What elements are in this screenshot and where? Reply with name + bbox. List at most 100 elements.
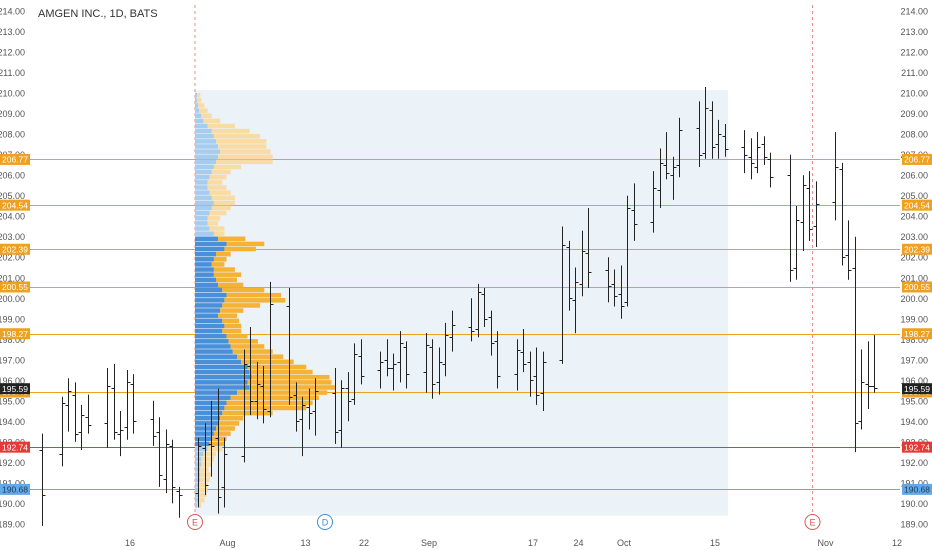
right-axis-tick-label: 212.00 — [900, 48, 928, 58]
volume-profile-up-bar — [195, 190, 210, 195]
time-axis: 16Aug1322Sep1724Oct15Nov1221 — [125, 538, 902, 548]
volume-profile-down-bar — [222, 328, 242, 334]
event-marker-letter: E — [809, 518, 815, 528]
price-tag-background — [0, 153, 30, 165]
price-tag-label: 198.27 — [2, 329, 28, 339]
volume-profile-up-bar — [195, 236, 219, 242]
price-tag-background — [902, 383, 932, 395]
ohlc-bar — [488, 310, 495, 356]
volume-profile-down-bar — [203, 118, 221, 124]
left-axis-tick-label: 199.00 — [0, 314, 25, 324]
volume-profile-up-bar — [195, 118, 204, 124]
volume-profile-down-bar — [224, 323, 242, 329]
left-axis-tick-label: 194.00 — [0, 417, 25, 427]
ohlc-bar — [475, 283, 482, 338]
ohlc-bar — [696, 101, 703, 168]
ohlc-bar — [650, 171, 657, 233]
ohlc-bar — [585, 208, 592, 289]
volume-profile-up-bar — [195, 415, 221, 421]
volume-profile-down-bar — [226, 292, 282, 298]
volume-profile-up-bar — [195, 159, 216, 165]
volume-profile-down-bar — [241, 359, 294, 365]
volume-profile-down-bar — [199, 482, 208, 488]
left-axis-tick-label: 195.00 — [0, 396, 25, 406]
ohlc-bar — [117, 411, 124, 457]
ohlc-bars — [39, 87, 878, 526]
ohlc-bar — [436, 347, 443, 395]
price-tag-label: 200.55 — [904, 282, 930, 292]
volume-profile-up-bar — [195, 154, 219, 160]
right-axis-tick-label: 204.00 — [900, 212, 928, 222]
ohlc-bar — [754, 132, 761, 174]
ohlc-bar — [494, 331, 501, 389]
ohlc-bar — [390, 353, 397, 391]
ohlc-bar — [202, 423, 209, 496]
left-axis-tick-label: 208.00 — [0, 130, 25, 140]
right-axis-tick-label: 203.00 — [900, 232, 928, 242]
volume-profile-down-bar — [209, 175, 227, 180]
right-axis-tick-label: 214.00 — [900, 7, 928, 17]
ohlc-bar — [85, 394, 92, 434]
volume-profile-down-bar — [222, 410, 273, 416]
price-tag: 206.77 — [0, 153, 30, 165]
left-axis-tick-label: 192.00 — [0, 458, 25, 468]
volume-profile-up-bar — [195, 226, 210, 231]
ohlc-bar — [267, 281, 274, 418]
volume-profile-down-bar — [220, 415, 244, 421]
volume-profile-down-bar — [209, 190, 231, 195]
ohlc-bar — [312, 378, 319, 436]
left-axis-tick-label: 206.00 — [0, 171, 25, 181]
left-axis-tick-label: 213.00 — [0, 27, 25, 37]
volume-profile-up-bar — [195, 98, 198, 103]
price-line-labels: 206.77 206.77 204.54 204.54 202.39 202.39 200.… — [0, 153, 932, 495]
ohlc-bar — [111, 363, 118, 440]
price-tag-background — [0, 328, 30, 340]
right-axis-tick-label: 206.00 — [900, 171, 928, 181]
volume-profile-up-bar — [195, 103, 199, 108]
right-axis-tick-label: 192.00 — [900, 458, 928, 468]
left-axis-tick-label: 203.00 — [0, 232, 25, 242]
price-tag: 198.27 — [902, 328, 932, 340]
ohlc-bar — [663, 132, 670, 180]
price-tag-background — [902, 199, 932, 211]
ohlc-bar — [150, 400, 157, 446]
ohlc-bar — [579, 230, 586, 297]
right-axis-tick-label: 211.00 — [901, 68, 928, 78]
ohlc-bar — [722, 123, 729, 157]
ohlc-bar — [260, 365, 267, 424]
volume-profile-down-bar — [218, 313, 237, 318]
left-axis-tick-label: 198.00 — [0, 335, 25, 345]
volume-profile-up-bar — [195, 164, 214, 170]
price-tag: 198.27 — [0, 328, 30, 340]
time-axis-tick-label: 17 — [528, 538, 538, 548]
volume-profile-down-bar — [237, 390, 328, 395]
volume-profile-down-bar — [218, 236, 246, 242]
volume-profile-up-bar — [195, 128, 212, 134]
volume-profile-up-bar — [195, 221, 208, 226]
price-tag: 190.68 — [0, 483, 30, 495]
right-axis-tick-label: 189.00 — [900, 519, 928, 529]
ohlc-bar — [611, 269, 618, 307]
volume-profile-down-bar — [222, 303, 261, 308]
volume-profile-up-bar — [195, 333, 227, 339]
ohlc-bar — [39, 433, 46, 526]
volume-profile-down-bar — [216, 277, 237, 283]
volume-profile-up-bar — [195, 175, 210, 180]
volume-profile-up-bar — [195, 292, 227, 298]
ohlc-bar — [715, 119, 722, 159]
volume-profile-up-bar — [195, 369, 250, 375]
ohlc-bar — [852, 236, 859, 453]
right-axis-tick-label: 196.00 — [900, 376, 928, 386]
volume-profile — [195, 92, 336, 508]
volume-profile-down-bar — [211, 205, 231, 211]
price-tag-background — [0, 199, 30, 211]
ohlc-bar — [286, 288, 293, 405]
price-tag-label: 198.27 — [904, 329, 930, 339]
volume-profile-down-bar — [216, 251, 231, 257]
volume-profile-up-bar — [195, 287, 223, 293]
volume-profile-down-bar — [230, 395, 319, 400]
time-axis-tick-label: 12 — [892, 538, 902, 548]
volume-profile-up-bar — [195, 349, 233, 354]
volume-profile-up-bar — [195, 339, 229, 344]
chart-title: AMGEN INC., 1D, BATS — [38, 8, 158, 20]
